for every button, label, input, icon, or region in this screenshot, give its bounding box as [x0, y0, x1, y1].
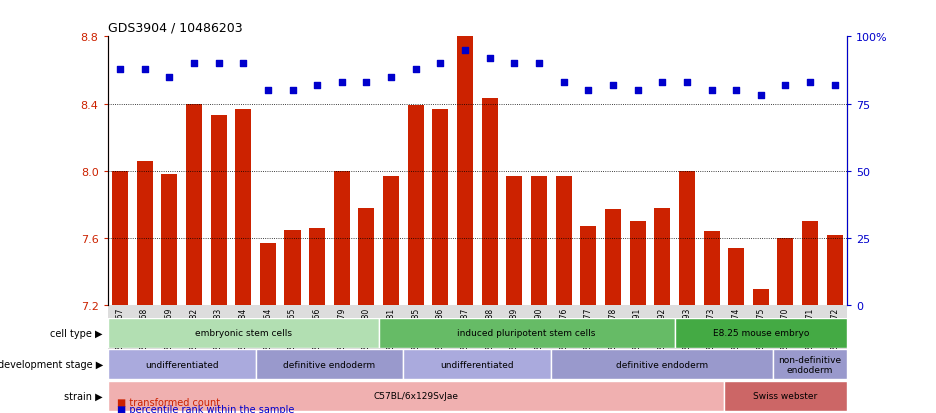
Text: definitive endoderm: definitive endoderm: [616, 360, 709, 369]
Bar: [605, 210, 621, 306]
Text: cell type ▶: cell type ▶: [51, 328, 103, 338]
Bar: [778, 239, 794, 306]
Point: [704, 88, 719, 94]
Text: definitive endoderm: definitive endoderm: [284, 360, 375, 369]
Bar: [186, 104, 202, 306]
Point: [112, 66, 127, 73]
Point: [581, 88, 596, 94]
Bar: [773, 349, 847, 380]
Bar: [728, 249, 744, 306]
Point: [236, 61, 251, 67]
Text: E8.25 mouse embryo: E8.25 mouse embryo: [712, 329, 809, 337]
Point: [532, 61, 547, 67]
Bar: [358, 208, 374, 306]
Point: [655, 79, 670, 86]
Text: development stage ▶: development stage ▶: [0, 359, 103, 370]
Point: [606, 82, 621, 89]
Point: [334, 79, 349, 86]
Bar: [482, 99, 498, 306]
Point: [162, 74, 177, 81]
Bar: [285, 230, 300, 306]
Bar: [383, 176, 399, 306]
Bar: [724, 381, 847, 411]
Bar: [108, 318, 379, 348]
Point: [803, 79, 818, 86]
Point: [482, 55, 497, 62]
Text: induced pluripotent stem cells: induced pluripotent stem cells: [458, 329, 596, 337]
Point: [433, 61, 448, 67]
Bar: [580, 227, 596, 306]
Point: [285, 88, 300, 94]
Bar: [506, 176, 522, 306]
Bar: [802, 222, 818, 306]
Bar: [403, 349, 551, 380]
Bar: [630, 222, 646, 306]
Bar: [108, 349, 256, 380]
Text: undifferentiated: undifferentiated: [441, 360, 514, 369]
Point: [359, 79, 374, 86]
Point: [753, 93, 768, 100]
Bar: [408, 106, 424, 306]
Point: [186, 61, 201, 67]
Bar: [704, 232, 720, 306]
Text: GDS3904 / 10486203: GDS3904 / 10486203: [108, 21, 242, 35]
Bar: [137, 161, 153, 306]
Text: Swiss webster: Swiss webster: [753, 392, 817, 400]
Bar: [654, 208, 670, 306]
Bar: [457, 29, 473, 306]
Bar: [235, 109, 251, 306]
Point: [260, 88, 275, 94]
Point: [556, 79, 571, 86]
Point: [310, 82, 325, 89]
Bar: [826, 235, 842, 306]
Point: [138, 66, 153, 73]
Point: [778, 82, 793, 89]
Point: [680, 79, 695, 86]
Bar: [256, 349, 403, 380]
Text: non-definitive
endoderm: non-definitive endoderm: [779, 355, 841, 374]
Point: [827, 82, 842, 89]
Bar: [675, 318, 847, 348]
Point: [458, 47, 473, 54]
Point: [212, 61, 227, 67]
Point: [507, 61, 522, 67]
Bar: [334, 171, 350, 306]
Text: strain ▶: strain ▶: [65, 391, 103, 401]
Bar: [108, 381, 724, 411]
Text: embryonic stem cells: embryonic stem cells: [195, 329, 292, 337]
Bar: [211, 116, 227, 306]
Point: [729, 88, 744, 94]
Bar: [432, 109, 448, 306]
Point: [408, 66, 423, 73]
Bar: [309, 228, 325, 306]
Text: C57BL/6x129SvJae: C57BL/6x129SvJae: [373, 392, 459, 400]
Bar: [161, 175, 177, 306]
Bar: [556, 176, 572, 306]
Text: ■ transformed count: ■ transformed count: [117, 397, 220, 407]
Bar: [753, 289, 768, 306]
Point: [630, 88, 645, 94]
Bar: [531, 176, 547, 306]
Bar: [260, 244, 276, 306]
Bar: [379, 318, 675, 348]
Bar: [679, 171, 695, 306]
Point: [384, 74, 399, 81]
Text: undifferentiated: undifferentiated: [145, 360, 218, 369]
Bar: [551, 349, 773, 380]
Bar: [112, 171, 128, 306]
Text: ■ percentile rank within the sample: ■ percentile rank within the sample: [117, 404, 295, 413]
